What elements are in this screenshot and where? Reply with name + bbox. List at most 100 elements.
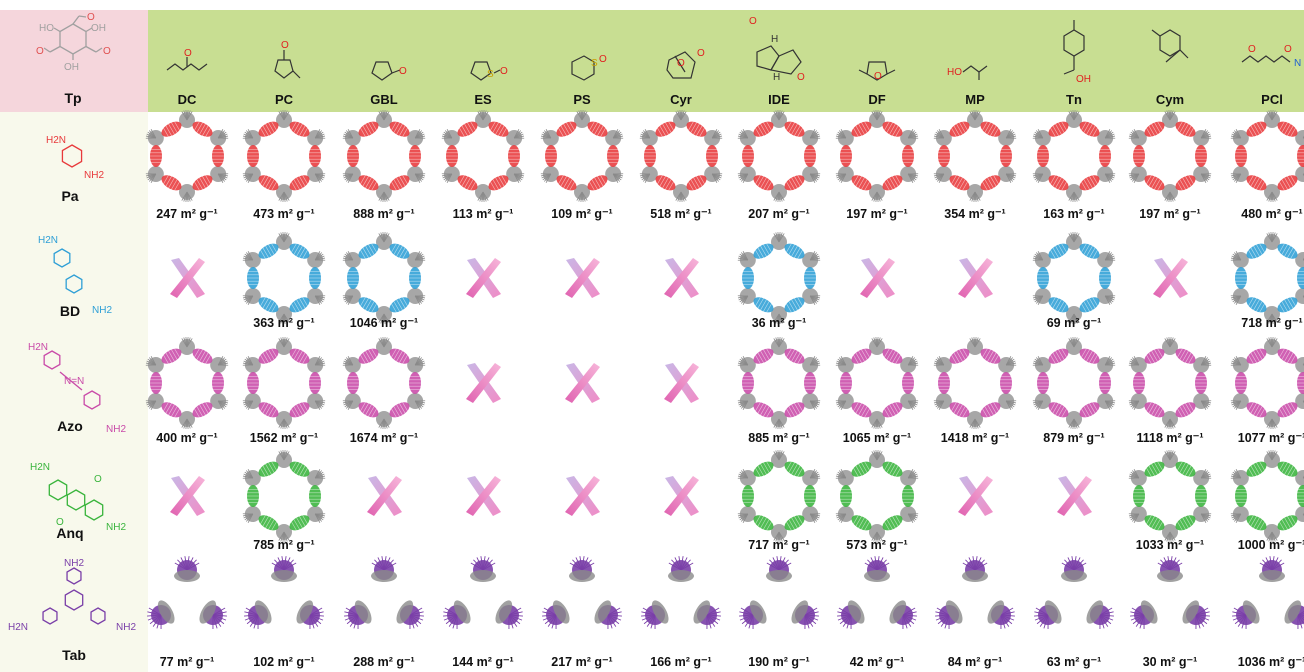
cell-bd-ide: 36 m² g⁻¹: [737, 232, 821, 330]
header-bar-bg: [148, 10, 1304, 112]
solvent-header-mp: HO MP: [947, 65, 988, 107]
linker-row-label-azo: H2N NH2 N=N Azo: [28, 342, 126, 435]
cof-framework-icon: [737, 232, 821, 324]
solvent-header-ps: S O PS: [571, 54, 607, 107]
solvent-header-df: O DF: [858, 61, 896, 107]
solvent-structure: H H O O: [749, 16, 805, 83]
surface-area-label: 77 m² g⁻¹: [160, 655, 215, 669]
no-framework-cross-icon: [958, 258, 993, 298]
amine-label: NH2: [92, 305, 112, 316]
linker-label: Anq: [56, 525, 83, 541]
linker-label: Azo: [57, 418, 83, 434]
cof-framework-icon: [737, 450, 821, 542]
amine-label: NH2: [64, 558, 84, 569]
solvent-label: ES: [474, 92, 492, 107]
surface-area-label: 888 m² g⁻¹: [353, 207, 414, 221]
cell-tab-gbl: 288 m² g⁻¹: [344, 556, 424, 669]
cell-bd-es: [466, 258, 501, 298]
cell-anq-cym: 1033 m² g⁻¹: [1128, 450, 1212, 552]
atom-label: O: [1248, 44, 1256, 55]
cell-tab-cyr: 166 m² g⁻¹: [641, 556, 721, 669]
surface-area-label: 190 m² g⁻¹: [748, 655, 809, 669]
cell-bd-tn: 69 m² g⁻¹: [1032, 232, 1116, 330]
solvent-structure: O: [274, 40, 301, 79]
atom-label: N: [1294, 58, 1301, 69]
cof-framework-icon: [737, 110, 821, 202]
surface-area-label: 1065 m² g⁻¹: [843, 431, 911, 445]
surface-area-label: 1118 m² g⁻¹: [1136, 431, 1203, 445]
cof-framework-icon: [835, 450, 919, 542]
cell-pa-es: 113 m² g⁻¹: [441, 110, 525, 221]
linker-row-label-pa: H2N NH2 Pa: [46, 135, 104, 204]
corner-label: Tp: [64, 90, 81, 106]
solvent-header-ide: H H O O IDE: [749, 16, 805, 107]
solvent-label: MP: [965, 92, 985, 107]
cell-pa-pc: 473 m² g⁻¹: [242, 110, 326, 221]
no-framework-cross-icon: [466, 258, 501, 298]
solvent-label: Cym: [1156, 92, 1184, 107]
tp-atom-oh-bottom: OH: [64, 62, 79, 73]
surface-area-label: 1418 m² g⁻¹: [941, 431, 1009, 445]
atom-label: O: [399, 66, 407, 77]
cell-tab-df: 42 m² g⁻¹: [837, 556, 917, 669]
linker-label: Tab: [62, 647, 86, 663]
no-framework-cross-icon: [1057, 476, 1092, 516]
cof-framework-icon: [1128, 110, 1212, 202]
cof-framework-icon: [1128, 337, 1212, 429]
solvent-structure: O: [166, 48, 208, 71]
cof-framework-icon: [242, 232, 326, 324]
cof-framework-icon: [542, 556, 622, 630]
cell-pa-gbl: 888 m² g⁻¹: [342, 110, 426, 221]
cof-framework-icon: [147, 556, 227, 630]
solvent-header-pc: O PC: [274, 40, 301, 107]
solvent-label: PC: [275, 92, 294, 107]
azo-label: N=N: [64, 376, 84, 387]
cell-tab-ps: 217 m² g⁻¹: [542, 556, 622, 669]
atom-label: O: [500, 66, 508, 77]
tp-molecule: [43, 15, 103, 60]
solvent-structure: O: [371, 61, 407, 81]
cell-bd-gbl: 1046 m² g⁻¹: [342, 232, 426, 330]
linker-label: BD: [60, 303, 80, 319]
solvent-label: Tn: [1066, 92, 1082, 107]
amine-label: NH2: [106, 424, 126, 435]
cof-framework-icon: [242, 110, 326, 202]
cell-anq-mp: [958, 476, 993, 516]
cell-pa-tn: 163 m² g⁻¹: [1032, 110, 1116, 221]
solvent-header-tn: OH Tn: [1063, 20, 1091, 107]
cell-azo-cym: 1118 m² g⁻¹: [1128, 337, 1212, 445]
carbonyl-label: O: [94, 474, 102, 485]
cell-tab-pcl: 1036 m² g⁻¹: [1232, 556, 1304, 669]
cell-anq-pc: 785 m² g⁻¹: [242, 450, 326, 552]
amine-label: NH2: [106, 522, 126, 533]
cof-framework-icon: [145, 337, 229, 429]
atom-label: OH: [1076, 74, 1091, 85]
cof-framework-icon: [242, 337, 326, 429]
cell-azo-mp: 1418 m² g⁻¹: [933, 337, 1017, 445]
cell-azo-ide: 885 m² g⁻¹: [737, 337, 821, 445]
atom-label: O: [281, 40, 289, 51]
surface-area-label: 217 m² g⁻¹: [551, 655, 612, 669]
no-framework-cross-icon: [565, 363, 600, 403]
cell-tab-mp: 84 m² g⁻¹: [935, 556, 1015, 669]
cof-framework-icon: [739, 556, 819, 630]
surface-area-label: 518 m² g⁻¹: [650, 207, 711, 221]
linker-row-label-tab: NH2 H2N NH2 Tab: [8, 558, 136, 663]
no-framework-cross-icon: [958, 476, 993, 516]
surface-area-label: 1000 m² g⁻¹: [1238, 538, 1304, 552]
cof-framework-icon: [1230, 337, 1304, 429]
atom-label: S: [591, 58, 598, 69]
cof-framework-icon: [242, 450, 326, 542]
solvent-label: DF: [868, 92, 885, 107]
no-framework-cross-icon: [466, 363, 501, 403]
solvent-label: IDE: [768, 92, 790, 107]
cell-bd-pc: 363 m² g⁻¹: [242, 232, 326, 330]
cell-bd-pcl: 718 m² g⁻¹: [1230, 232, 1304, 330]
solvent-header-gbl: O GBL: [370, 61, 407, 107]
cell-azo-es: [466, 363, 501, 403]
linker-structure: H2N NH2: [38, 235, 112, 316]
cof-framework-icon: [933, 110, 1017, 202]
surface-area-label: 69 m² g⁻¹: [1047, 316, 1102, 330]
cell-tab-cym: 30 m² g⁻¹: [1130, 556, 1210, 669]
